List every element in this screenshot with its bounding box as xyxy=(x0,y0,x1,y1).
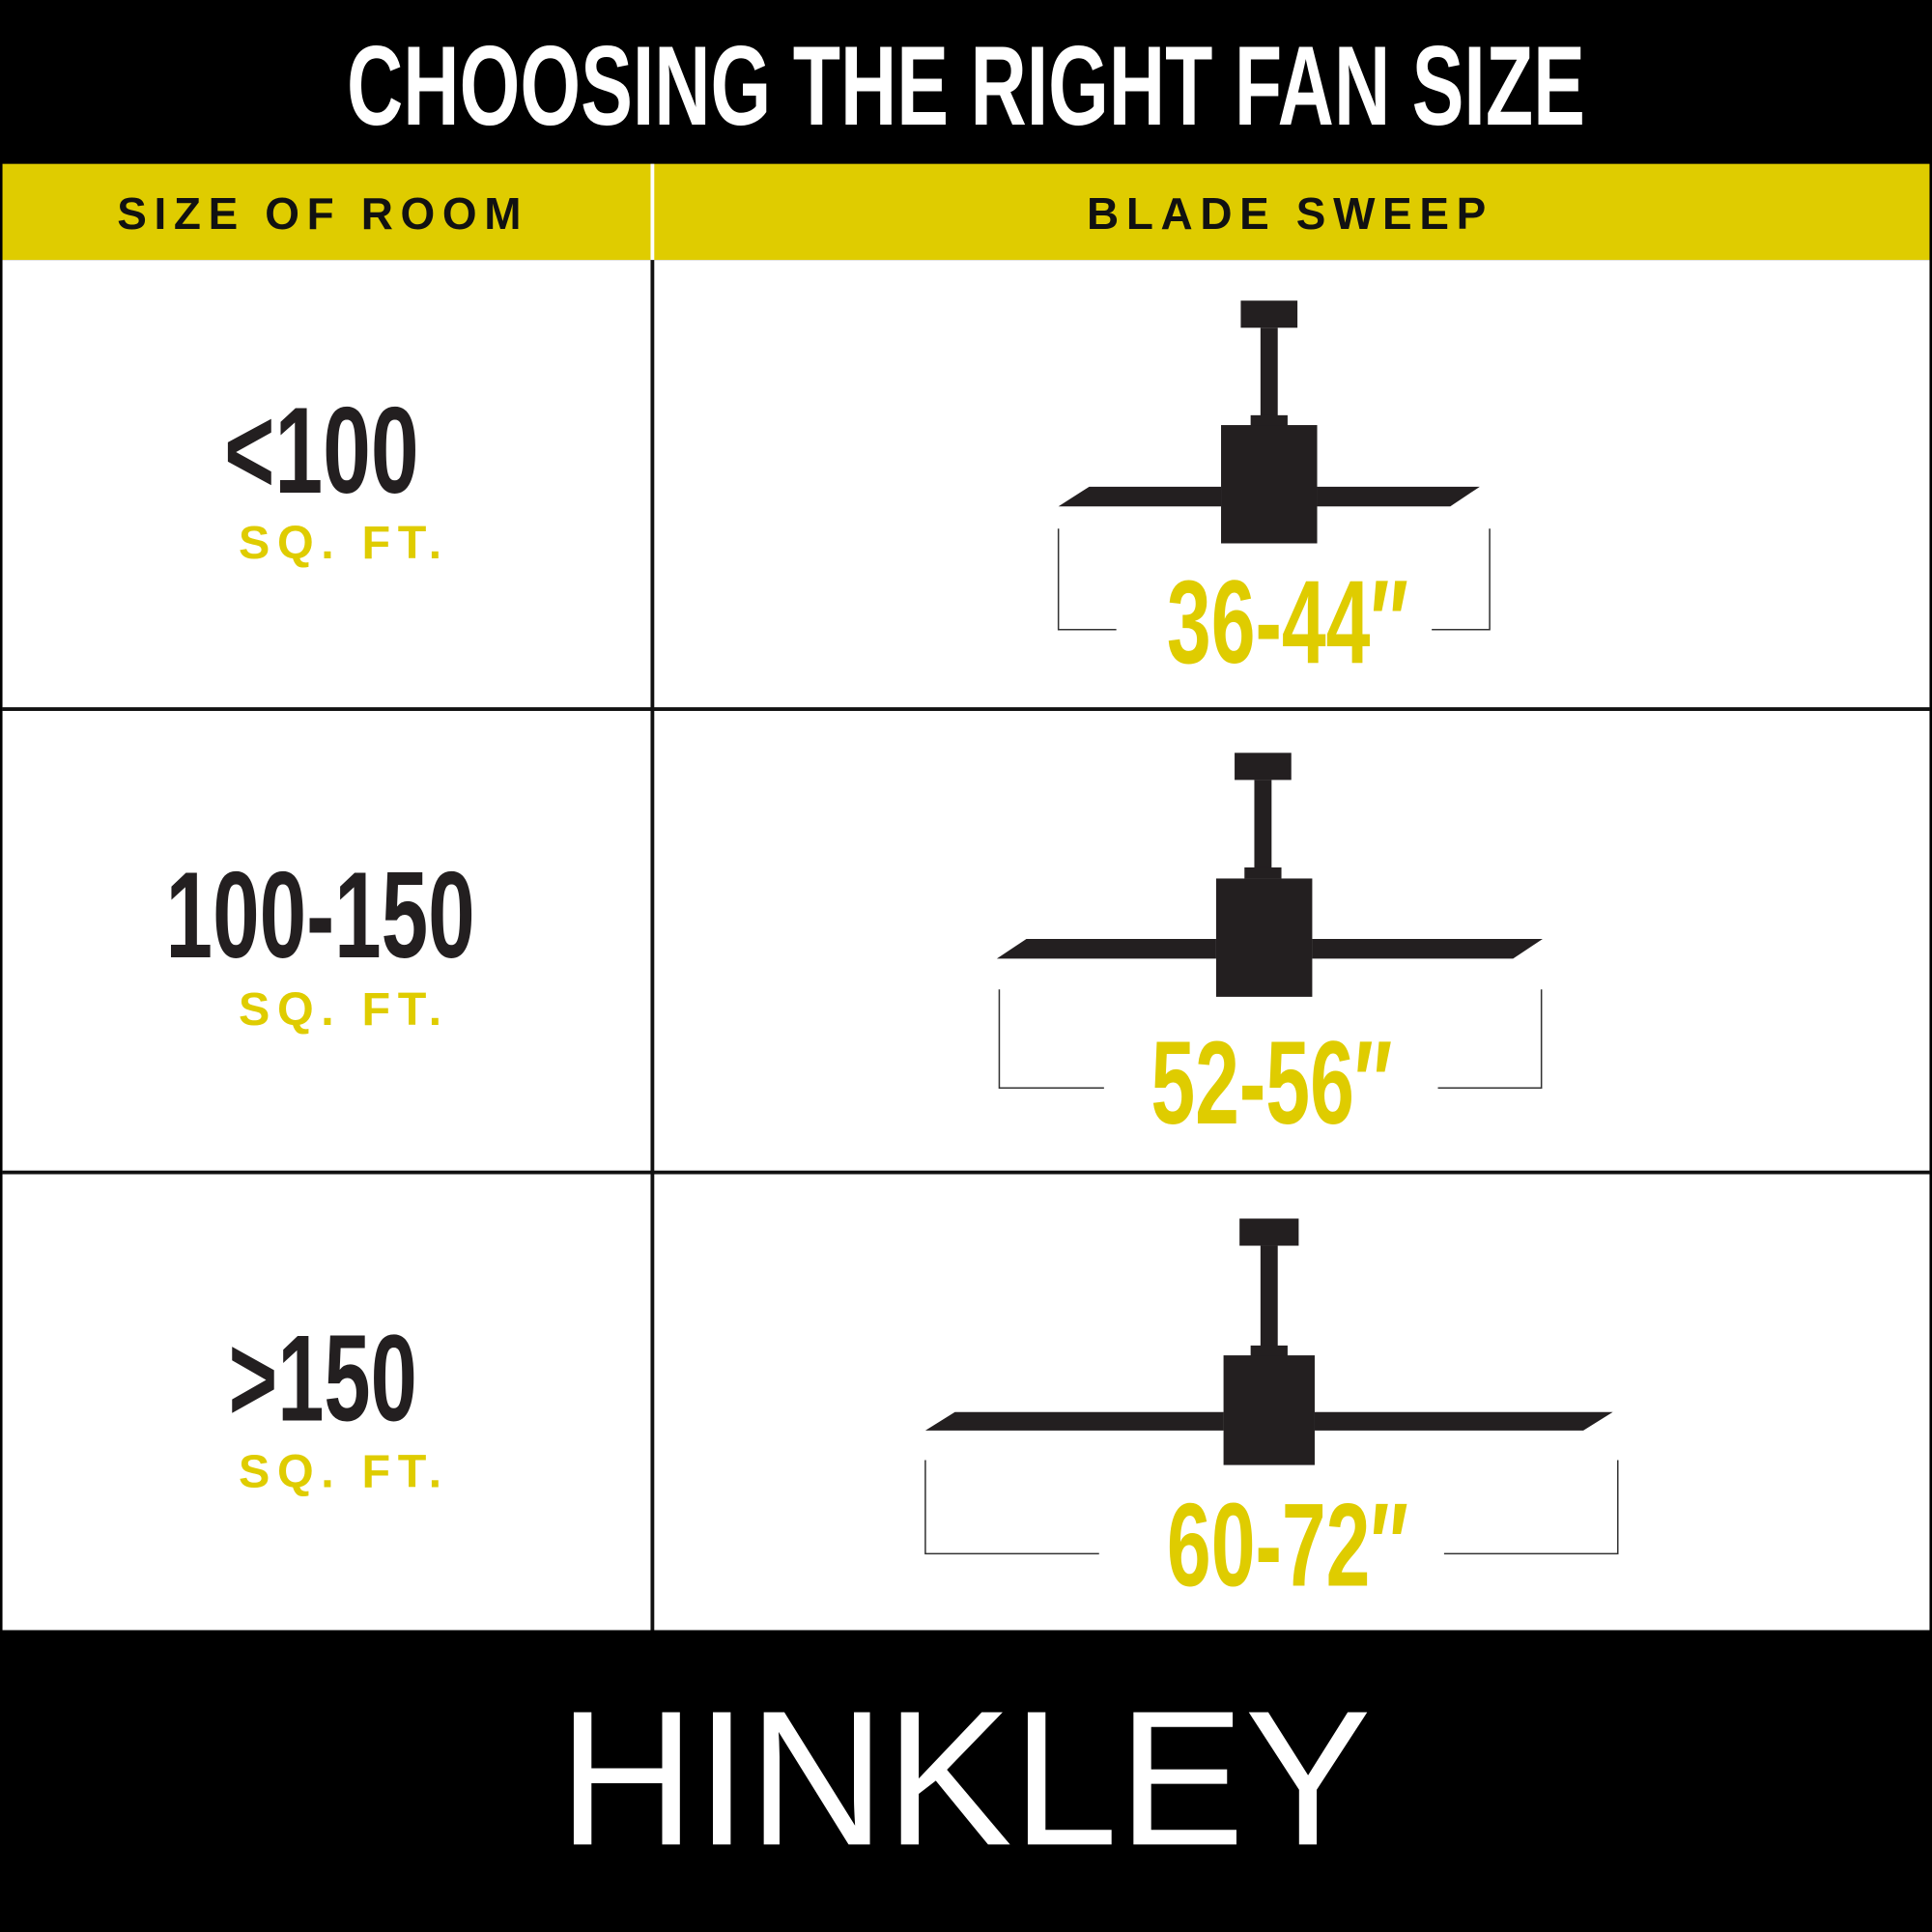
header-blade-sweep: BLADE SWEEP xyxy=(1087,188,1493,239)
row-divider xyxy=(2,707,1930,711)
blade-sweep-value: 36-44″ xyxy=(1167,555,1408,688)
ceiling-fan-icon xyxy=(924,1218,1613,1465)
sweep-bracket xyxy=(924,1460,1619,1555)
column-divider xyxy=(650,260,655,1631)
row-divider xyxy=(2,1170,1930,1175)
room-unit: SQ. FT. xyxy=(239,983,449,1036)
page-title: CHOOSING THE RIGHT FAN SIZE xyxy=(347,22,1585,149)
room-size: 100-150 xyxy=(166,847,475,984)
table-row: >150 SQ. FT. 60-72″ xyxy=(229,1218,1619,1611)
header-divider xyxy=(650,163,655,261)
header-band xyxy=(2,163,1930,261)
room-size: <100 xyxy=(224,383,419,520)
sweep-bracket xyxy=(1057,528,1491,631)
table-body xyxy=(2,260,1930,1631)
room-unit: SQ. FT. xyxy=(239,1446,449,1498)
ceiling-fan-icon xyxy=(996,753,1543,997)
brand-logo: HINKLEY xyxy=(558,1671,1372,1886)
ceiling-fan-icon xyxy=(1058,300,1480,544)
table-row: 100-150 SQ. FT. 52-56″ xyxy=(166,753,1543,1149)
header-size-of-room: SIZE OF ROOM xyxy=(117,188,528,239)
table-row: <100 SQ. FT. 36-44″ xyxy=(224,300,1491,688)
room-unit: SQ. FT. xyxy=(239,517,449,569)
blade-sweep-value: 60-72″ xyxy=(1167,1479,1408,1611)
room-size: >150 xyxy=(229,1311,417,1448)
sweep-bracket xyxy=(998,989,1543,1090)
blade-sweep-value: 52-56″ xyxy=(1151,1016,1392,1149)
